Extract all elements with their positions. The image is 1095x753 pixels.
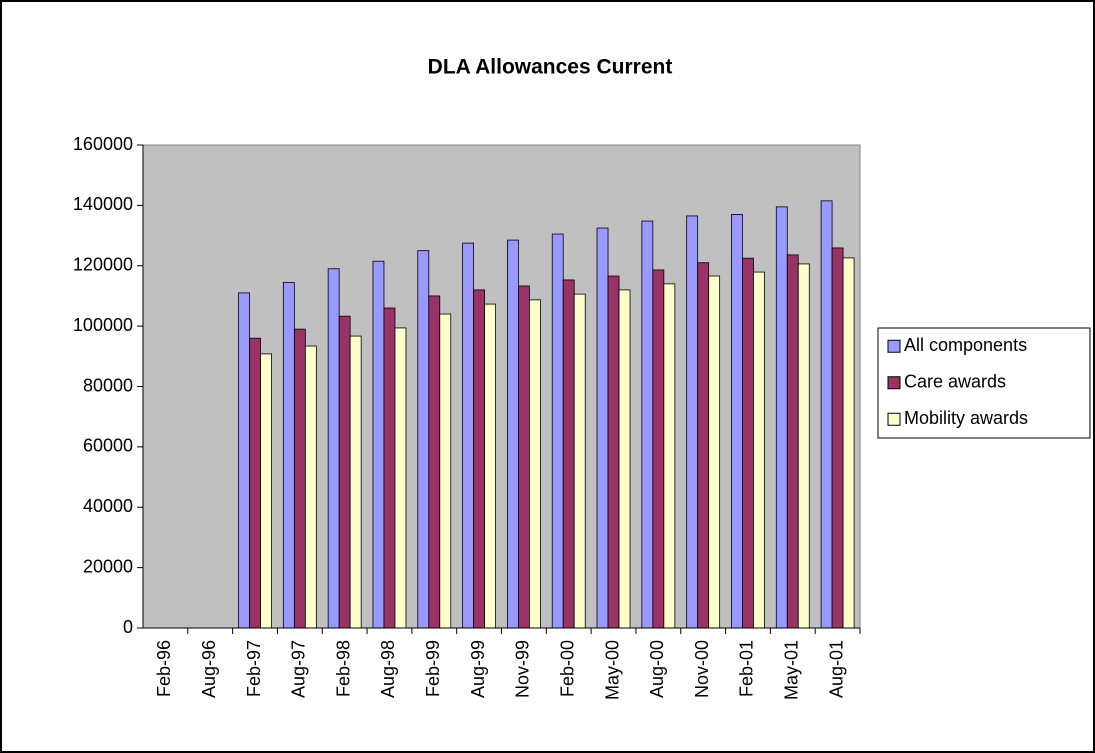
bar [551, 233, 564, 629]
x-tick-label: Feb-98 [333, 640, 353, 697]
x-tick-label: Aug-01 [826, 640, 846, 698]
x-tick-label: Aug-97 [289, 640, 309, 698]
bar [249, 337, 261, 629]
bar [473, 289, 485, 629]
y-tick-label: 60000 [83, 436, 133, 456]
bar [484, 303, 496, 629]
bar [327, 268, 340, 629]
x-tick-label: May-00 [602, 640, 622, 700]
bar [820, 200, 833, 629]
legend-label: All components [904, 335, 1027, 355]
bar [786, 254, 799, 629]
bar [641, 220, 654, 629]
x-tick-label: Feb-96 [154, 640, 174, 697]
bar [652, 269, 665, 629]
x-tick-label: Aug-99 [468, 640, 488, 698]
bar [338, 315, 351, 629]
x-tick-label: Aug-00 [647, 640, 667, 698]
legend-swatch [887, 412, 901, 426]
x-tick-label: Feb-01 [737, 640, 757, 697]
y-tick-label: 40000 [83, 496, 133, 516]
bar [607, 275, 620, 629]
y-tick-label: 120000 [73, 255, 133, 275]
bar [831, 247, 844, 629]
bar [417, 250, 430, 629]
x-tick-label: Feb-97 [244, 640, 264, 697]
x-tick-label: Aug-98 [378, 640, 398, 698]
bar [663, 283, 676, 629]
bar [797, 263, 810, 629]
y-tick-label: 80000 [83, 375, 133, 395]
bar [842, 257, 855, 629]
bar [507, 239, 519, 629]
bar [529, 299, 541, 629]
bar [372, 260, 385, 629]
bar [304, 345, 317, 629]
x-tick-label: Feb-00 [557, 640, 577, 697]
x-tick-label: Nov-00 [692, 640, 712, 698]
bar [293, 328, 306, 629]
bar [596, 227, 609, 629]
y-tick-label: 100000 [73, 315, 133, 335]
chart-title: DLA Allowances Current [428, 56, 673, 79]
legend-swatch [887, 376, 901, 390]
legend-label: Care awards [904, 372, 1006, 392]
bar [775, 206, 788, 629]
bar [742, 257, 754, 629]
y-tick-label: 0 [123, 617, 133, 637]
bar [238, 292, 250, 629]
y-tick-label: 140000 [73, 194, 133, 214]
legend-swatch [887, 339, 901, 353]
bar [731, 214, 743, 629]
bar [618, 289, 631, 629]
bar [462, 242, 474, 629]
bar [518, 285, 530, 629]
bar [439, 313, 452, 629]
bar [394, 327, 407, 629]
y-tick-label: 160000 [73, 134, 133, 154]
x-tick-label: Aug-96 [199, 640, 219, 698]
bar [753, 271, 765, 629]
bar [562, 279, 575, 629]
legend-box [877, 327, 1091, 439]
bar [573, 293, 586, 629]
x-tick-label: Nov-99 [513, 640, 533, 698]
x-tick-label: May-01 [782, 640, 802, 700]
bar [282, 281, 295, 629]
bar [686, 215, 699, 629]
bar [708, 275, 721, 629]
bar [383, 307, 396, 629]
bar [428, 295, 441, 629]
x-tick-label: Feb-99 [423, 640, 443, 697]
legend-label: Mobility awards [904, 408, 1028, 428]
bar [697, 262, 710, 629]
y-tick-label: 20000 [83, 556, 133, 576]
bar [260, 353, 272, 629]
bar [349, 335, 362, 629]
